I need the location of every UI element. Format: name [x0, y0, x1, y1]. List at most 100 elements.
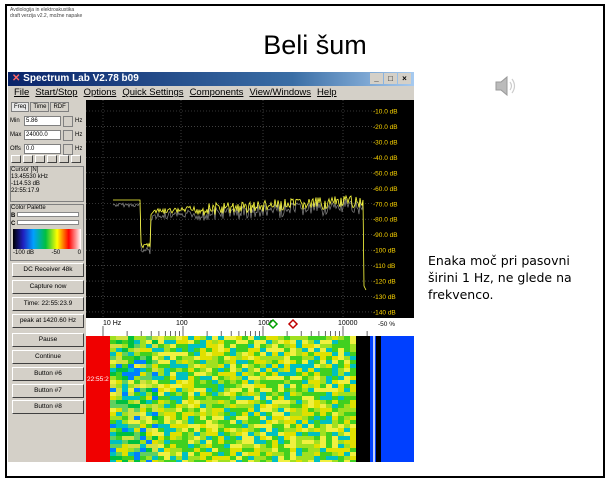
arrow-button[interactable] — [35, 155, 45, 163]
waterfall-cell — [182, 360, 188, 364]
panel-button[interactable]: Capture now — [12, 280, 84, 294]
waterfall-cell — [266, 360, 272, 364]
waterfall-cell — [272, 436, 278, 440]
waterfall-cell — [122, 432, 128, 436]
tab[interactable]: Freq — [11, 102, 29, 112]
spin-button[interactable] — [63, 144, 73, 155]
minimize-button[interactable]: _ — [370, 73, 383, 84]
waterfall-cell — [188, 420, 194, 424]
waterfall-cell — [200, 404, 206, 408]
arrow-button[interactable] — [47, 155, 57, 163]
waterfall-cell — [200, 412, 206, 416]
field-input[interactable]: 5.86 — [24, 116, 61, 126]
menu-item[interactable]: Start/Stop — [35, 87, 77, 98]
waterfall-cell — [158, 336, 164, 340]
waterfall-cell — [140, 428, 146, 432]
waterfall-cell — [284, 428, 290, 432]
waterfall-cell — [296, 348, 302, 352]
waterfall-cell — [146, 404, 152, 408]
waterfall-cell — [236, 336, 242, 340]
panel-button[interactable]: Button #8 — [12, 400, 84, 414]
waterfall-cell — [272, 444, 278, 448]
panel-button[interactable]: Pause — [12, 333, 84, 347]
panel-button[interactable]: Continue — [12, 350, 84, 364]
panel-button[interactable]: Time: 22:55:23.9 — [12, 297, 84, 311]
close-button[interactable]: × — [398, 73, 411, 84]
waterfall-cell — [260, 424, 266, 428]
menu-item[interactable]: Quick Settings — [122, 87, 183, 98]
waterfall-cell — [176, 432, 182, 436]
waterfall-cell — [158, 452, 164, 456]
waterfall-cell — [260, 432, 266, 436]
spin-button[interactable] — [63, 116, 73, 127]
waterfall-cell — [206, 416, 212, 420]
waterfall-cell — [302, 448, 308, 452]
waterfall-cell — [122, 380, 128, 384]
waterfall-cell — [254, 364, 260, 368]
waterfall-cell — [122, 392, 128, 396]
waterfall-cell — [224, 364, 230, 368]
waterfall-cell — [116, 392, 122, 396]
waterfall-cell — [218, 384, 224, 388]
waterfall-cell — [242, 376, 248, 380]
waterfall-cell — [284, 388, 290, 392]
waterfall-cell — [320, 352, 326, 356]
menu-item[interactable]: Options — [84, 87, 117, 98]
speaker-icon[interactable] — [494, 74, 520, 98]
arrow-button[interactable] — [59, 155, 69, 163]
menu-item[interactable]: Components — [190, 87, 244, 98]
waterfall-cell — [302, 412, 308, 416]
waterfall-cell — [116, 436, 122, 440]
waterfall-cell — [320, 348, 326, 352]
waterfall-cell — [176, 460, 182, 462]
waterfall-cell — [116, 408, 122, 412]
waterfall-cell — [242, 436, 248, 440]
waterfall-cell — [146, 420, 152, 424]
waterfall-cell — [110, 404, 116, 408]
arrow-button[interactable] — [11, 155, 21, 163]
field-input[interactable]: 24000.0 — [24, 130, 61, 140]
menu-item[interactable]: File — [14, 87, 29, 98]
panel-button[interactable]: DC Receiver 48k — [12, 263, 84, 277]
panel-button[interactable]: Button #6 — [12, 367, 84, 381]
menu-item[interactable]: Help — [317, 87, 337, 98]
cursor-level: -114.53 dB — [11, 181, 83, 188]
waterfall-cell — [314, 388, 320, 392]
waterfall-cell — [278, 456, 284, 460]
arrow-button[interactable] — [71, 155, 81, 163]
spin-button[interactable] — [63, 130, 73, 141]
waterfall-cell — [122, 396, 128, 400]
waterfall-cell — [260, 356, 266, 360]
waterfall-cell — [188, 456, 194, 460]
panel-button[interactable]: Button #7 — [12, 384, 84, 398]
waterfall-cell — [350, 376, 356, 380]
maximize-button[interactable]: □ — [384, 73, 397, 84]
waterfall-cell — [332, 372, 338, 376]
tab[interactable]: RDF — [50, 102, 68, 112]
field-input[interactable]: 0.0 — [24, 144, 61, 154]
waterfall-cell — [302, 436, 308, 440]
cursor-time: 22:55:17.9 — [11, 188, 83, 195]
waterfall-cell — [248, 336, 254, 340]
tab[interactable]: Time — [30, 102, 49, 112]
waterfall-cell — [344, 368, 350, 372]
waterfall-cell — [176, 420, 182, 424]
waterfall-cell — [170, 400, 176, 404]
waterfall-cell — [326, 436, 332, 440]
waterfall-cell — [218, 424, 224, 428]
waterfall-cell — [302, 428, 308, 432]
waterfall-cell — [350, 400, 356, 404]
waterfall-cell — [242, 408, 248, 412]
waterfall-cell — [308, 360, 314, 364]
waterfall-cell — [224, 444, 230, 448]
menu-item[interactable]: View/Windows — [249, 87, 311, 98]
waterfall-cell — [308, 448, 314, 452]
arrow-button[interactable] — [23, 155, 33, 163]
panel-button[interactable]: peak at 1420.60 Hz — [12, 314, 84, 328]
waterfall-cell — [266, 408, 272, 412]
waterfall-cell — [338, 376, 344, 380]
waterfall-cell — [266, 460, 272, 462]
waterfall-cell — [260, 384, 266, 388]
waterfall-cell — [260, 364, 266, 368]
waterfall-cell — [146, 344, 152, 348]
